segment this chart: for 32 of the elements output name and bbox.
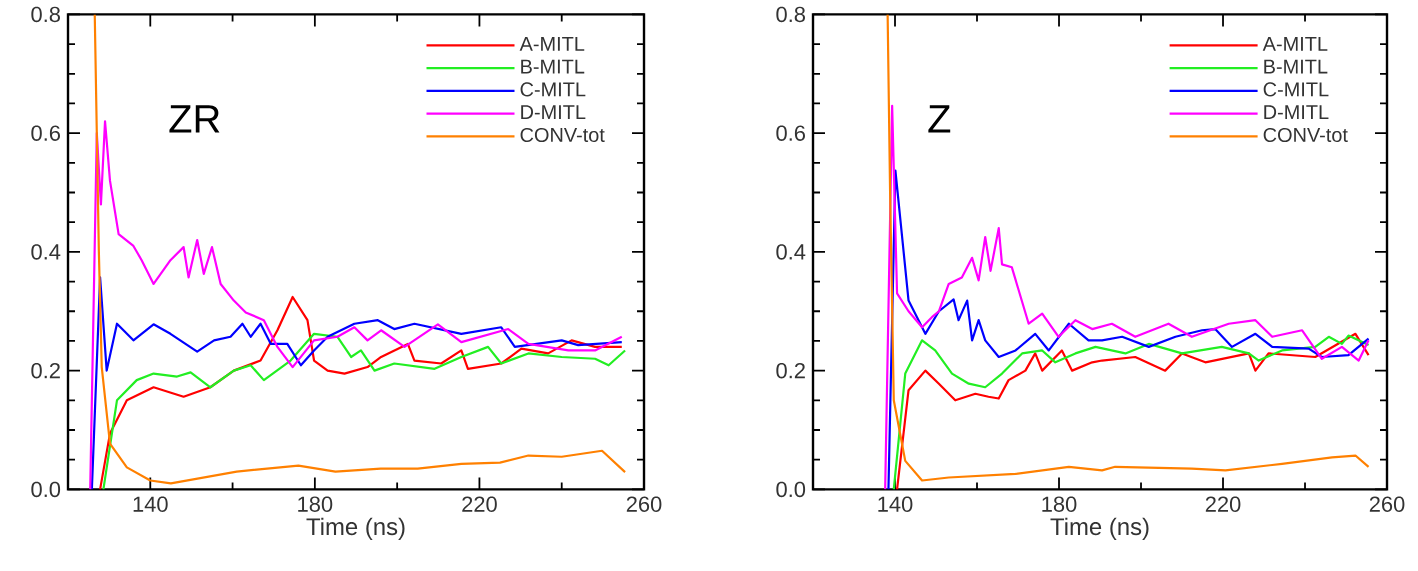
x-tick-label: 260 [626,496,662,512]
legend-label: CONV-tot [1263,127,1348,142]
legend-label: A-MITL [519,36,585,51]
legend-label: CONV-tot [520,127,605,142]
annotation: Z [928,105,951,133]
y-tick-label: 0.8 [776,6,805,22]
x-axis-title: Time (ns) [1050,517,1149,540]
x-tick-label: 220 [462,496,497,512]
y-tick-label: 0.4 [776,243,806,260]
legend-label: D-MITL [521,105,586,119]
legend-label: D-MITL [1264,105,1329,119]
x-tick-label: 260 [1369,496,1405,512]
y-tick-label: 0.0 [31,481,61,497]
x-tick-label: 180 [298,496,333,512]
x-tick-label: 180 [1042,496,1077,512]
y-tick-label: 0.2 [776,362,805,379]
legend-label: B-MITL [1264,59,1328,74]
y-tick-label: 0.6 [776,125,805,141]
y-tick-label: 0.6 [31,125,60,141]
legend-label: C-MITL [1263,82,1329,97]
legend-label: C-MITL [520,82,586,97]
annotation: ZR [169,105,220,133]
y-tick-label: 0.8 [31,6,60,22]
y-tick-label: 0.2 [31,362,60,379]
x-axis-title: Time (ns) [306,517,405,540]
legend-label: A-MITL [1262,36,1328,51]
legend-label: B-MITL [521,59,585,74]
x-tick-label: 140 [133,496,168,512]
x-tick-label: 220 [1205,496,1241,512]
y-tick-label: 0.0 [776,481,806,497]
x-tick-label: 140 [878,496,913,512]
y-tick-label: 0.4 [31,243,61,260]
